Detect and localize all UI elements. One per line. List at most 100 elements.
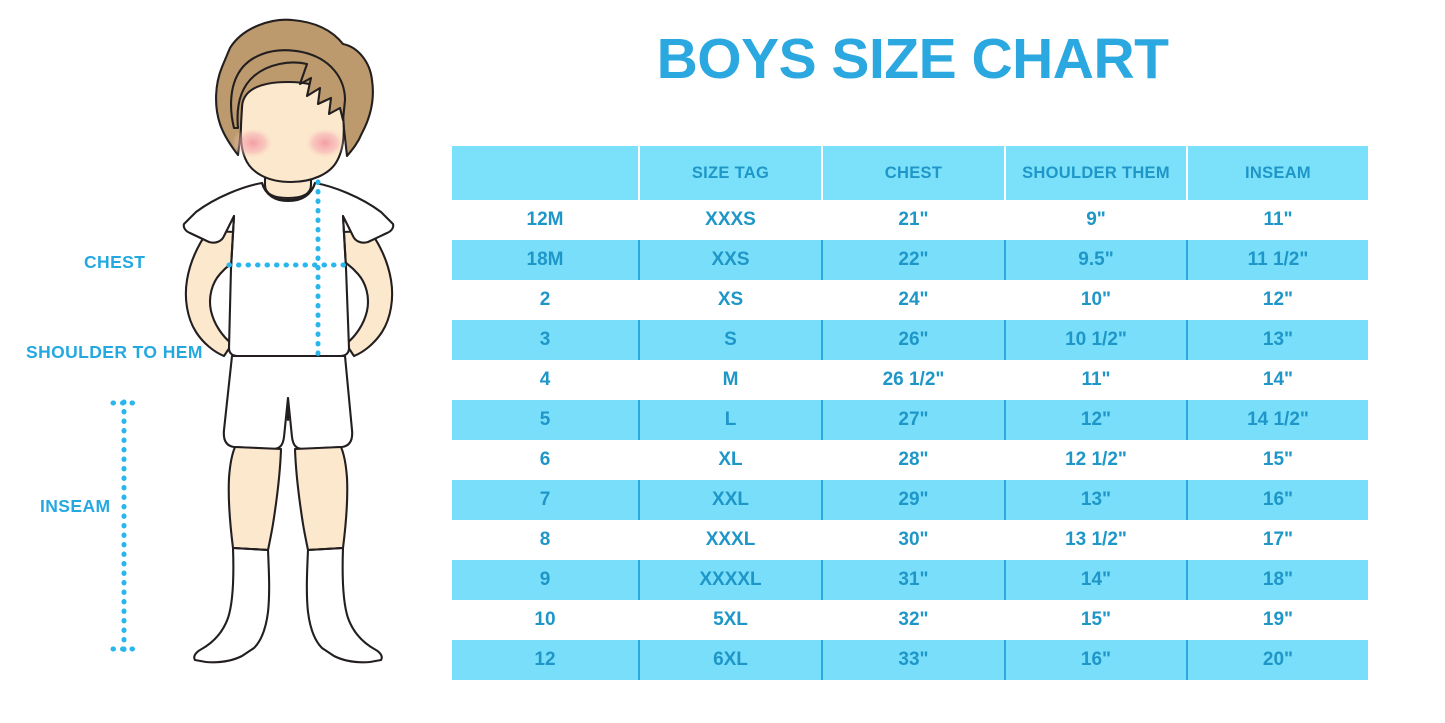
hair-fringe: [230, 49, 347, 130]
cell-inseam: 14": [1186, 360, 1368, 400]
cell-chest: 30": [821, 520, 1005, 560]
cell-shoulder: 12": [1004, 400, 1187, 440]
cell-size-tag: XL: [638, 440, 822, 480]
table-row: 8 XXXL 30" 13 1/2" 17": [452, 520, 1368, 560]
page-title: BOYS SIZE CHART: [656, 27, 1169, 91]
chest-label: CHEST: [84, 252, 146, 272]
shirt-sleeve-left-edge: [229, 214, 236, 270]
cell-size: 12M: [526, 209, 564, 230]
column-header-inseam: INSEAM: [1186, 146, 1368, 200]
cell-inseam: 11": [1186, 200, 1368, 240]
cell-shoulder: 16": [1004, 640, 1187, 680]
cheek-left: [232, 127, 274, 159]
column-header-shoulder: SHOULDER THEM: [1004, 146, 1187, 200]
cell-size: 5: [539, 409, 551, 430]
size-chart-table-container: SIZE TAG CHEST SHOULDER THEM INSEAM 12M X…: [452, 146, 1368, 680]
sock-right: [305, 546, 383, 664]
table-row: 7 XXL 29" 13" 16": [452, 480, 1368, 520]
cell-inseam: 15": [1186, 440, 1368, 480]
table-header: SIZE TAG CHEST SHOULDER THEM INSEAM: [452, 146, 1368, 200]
table-row: 18M XXS 22" 9.5" 11 1/2": [452, 240, 1368, 280]
cell-shoulder: 13": [1004, 480, 1187, 520]
cell-shoulder: 11": [1004, 360, 1187, 400]
cell-size-tag: L: [638, 400, 822, 440]
column-header-chest: CHEST: [821, 146, 1005, 200]
table-row: 6 XL 28" 12 1/2" 15": [452, 440, 1368, 480]
cell-shoulder: 10 1/2": [1004, 320, 1187, 360]
cell-inseam: 18": [1186, 560, 1368, 600]
boy-figure: [110, 18, 395, 664]
cell-chest: 31": [821, 560, 1005, 600]
cell-shoulder: 15": [1004, 600, 1187, 640]
cell-shoulder: 9": [1004, 200, 1187, 240]
shoulder-to-hem-label: SHOULDER TO HEM: [26, 342, 203, 362]
cheek-right: [304, 127, 346, 159]
cell-inseam: 12": [1186, 280, 1368, 320]
table-row: 5 L 27" 12" 14 1/2": [452, 400, 1368, 440]
cell-chest: 26 1/2": [821, 360, 1005, 400]
cell-shoulder: 9.5": [1004, 240, 1187, 280]
illustration-panel: CHEST SHOULDER TO HEM INSEAM: [0, 0, 450, 723]
cell-size: 12: [534, 649, 556, 670]
cell-inseam: 19": [1186, 600, 1368, 640]
cell-size-tag: XXL: [638, 480, 822, 520]
sock-left: [193, 546, 271, 664]
shorts: [222, 354, 354, 451]
cell-inseam: 16": [1186, 480, 1368, 520]
table-header-row: SIZE TAG CHEST SHOULDER THEM INSEAM: [452, 146, 1368, 200]
cell-chest: 28": [821, 440, 1005, 480]
leg-right: [293, 445, 349, 552]
cell-size: 6: [539, 449, 551, 470]
cell-inseam: 20": [1186, 640, 1368, 680]
cell-shoulder: 14": [1004, 560, 1187, 600]
cell-chest: 24": [821, 280, 1005, 320]
cell-size: 8: [539, 529, 551, 550]
cell-size: 3: [539, 329, 551, 350]
inseam-label: INSEAM: [40, 496, 111, 516]
cell-size-tag: XXXS: [638, 200, 822, 240]
table-row: 4 M 26 1/2" 11" 14": [452, 360, 1368, 400]
cell-size: 9: [539, 569, 551, 590]
cell-inseam: 14 1/2": [1186, 400, 1368, 440]
cell-size-tag: XXXXL: [638, 560, 822, 600]
cell-size-tag: M: [638, 360, 822, 400]
size-chart-table: SIZE TAG CHEST SHOULDER THEM INSEAM 12M X…: [452, 146, 1368, 680]
cell-size-tag: 5XL: [638, 600, 822, 640]
cell-size: 10: [534, 609, 556, 630]
table-row: 3 S 26" 10 1/2" 13": [452, 320, 1368, 360]
cell-size: 18M: [526, 249, 564, 270]
column-header-size-tag: SIZE TAG: [638, 146, 822, 200]
cell-size: 2: [539, 289, 551, 310]
sock-cuff-right: [306, 546, 345, 552]
cell-size-tag: XS: [638, 280, 822, 320]
table-row: 10 5XL 32" 15" 19": [452, 600, 1368, 640]
cell-chest: 32": [821, 600, 1005, 640]
cell-chest: 33": [821, 640, 1005, 680]
column-header-size: [452, 146, 639, 200]
table-row: 2 XS 24" 10" 12": [452, 280, 1368, 320]
leg-left: [227, 445, 283, 552]
shirt-collar: [260, 181, 317, 203]
cell-chest: 26": [821, 320, 1005, 360]
cell-chest: 22": [821, 240, 1005, 280]
cell-shoulder: 13 1/2": [1004, 520, 1187, 560]
cell-size-tag: S: [638, 320, 822, 360]
cell-chest: 21": [821, 200, 1005, 240]
sock-cuff-left: [231, 546, 270, 552]
cell-size-tag: XXXL: [638, 520, 822, 560]
hair-back: [215, 18, 374, 158]
cell-inseam: 11 1/2": [1186, 240, 1368, 280]
cell-size: 7: [539, 489, 551, 510]
cell-inseam: 17": [1186, 520, 1368, 560]
cell-chest: 29": [821, 480, 1005, 520]
table-body: 12M XXXS 21" 9" 11" 18M XXS 22" 9.5" 11 1/2" 2 XS 24…: [452, 200, 1368, 680]
table-row: 12M XXXS 21" 9" 11": [452, 200, 1368, 240]
cell-shoulder: 10": [1004, 280, 1187, 320]
table-row: 9 XXXXL 31" 14" 18": [452, 560, 1368, 600]
cell-shoulder: 12 1/2": [1004, 440, 1187, 480]
cell-inseam: 13": [1186, 320, 1368, 360]
cell-size: 4: [539, 369, 551, 390]
cell-size-tag: 6XL: [638, 640, 822, 680]
shirt-sleeve-right-edge: [341, 214, 348, 270]
cell-chest: 27": [821, 400, 1005, 440]
